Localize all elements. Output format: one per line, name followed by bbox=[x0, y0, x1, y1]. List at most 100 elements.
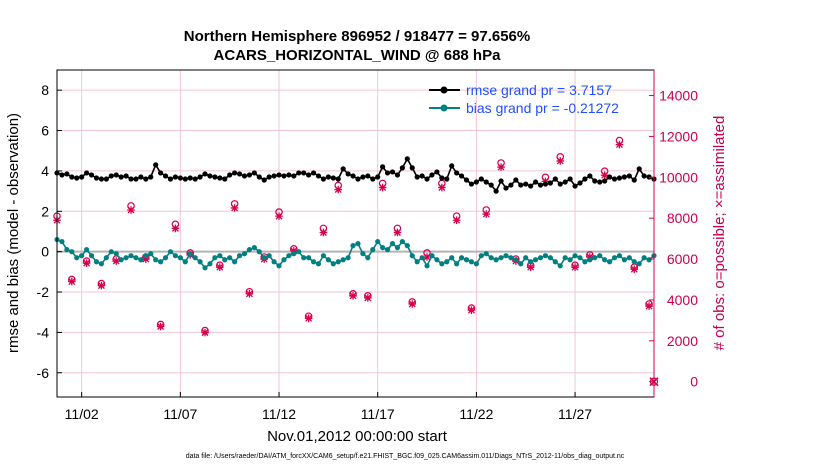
bias-point bbox=[202, 265, 208, 271]
rmse-point bbox=[394, 172, 401, 178]
rmse-point bbox=[88, 172, 95, 178]
bias-point bbox=[597, 253, 603, 259]
rmse-point bbox=[236, 171, 243, 177]
rmse-point bbox=[192, 176, 198, 182]
bias-point bbox=[389, 240, 396, 247]
rmse-point bbox=[631, 177, 637, 183]
rmse-point bbox=[602, 178, 608, 184]
bias-point bbox=[261, 255, 267, 261]
bias-point bbox=[518, 261, 524, 267]
y-right-tick-label: 4000 bbox=[667, 292, 698, 308]
rmse-point bbox=[626, 173, 632, 179]
bias-point bbox=[207, 261, 213, 267]
rmse-point bbox=[518, 182, 524, 188]
y-left-tick-label: -4 bbox=[37, 324, 50, 340]
bias-point bbox=[315, 261, 322, 267]
x-axis: 11/02 11/07 11/12 11/17 11/22 11/27 bbox=[65, 392, 592, 422]
bias-point bbox=[148, 251, 154, 257]
bias-point bbox=[542, 253, 549, 259]
bias-point bbox=[458, 255, 465, 261]
obs-assimilated-point bbox=[571, 263, 579, 272]
bias-point bbox=[212, 255, 218, 261]
bias-point bbox=[340, 257, 346, 263]
rmse-point bbox=[532, 179, 539, 185]
bias-point bbox=[241, 251, 248, 257]
obs-assimilated-point bbox=[645, 302, 653, 310]
bias-point bbox=[454, 261, 460, 267]
rmse-point bbox=[74, 175, 80, 181]
legend-rmse-marker bbox=[440, 86, 448, 94]
bias-point bbox=[547, 255, 553, 261]
legend: rmse grand pr = 3.7157 bias grand pr = -… bbox=[429, 82, 619, 116]
series-bias bbox=[54, 236, 657, 271]
obs-assimilated-point bbox=[171, 224, 180, 233]
rmse-point bbox=[187, 175, 193, 181]
rmse-point bbox=[103, 176, 109, 182]
rmse-point bbox=[261, 177, 267, 183]
obs-assimilated-point bbox=[378, 183, 387, 192]
bias-point bbox=[528, 259, 534, 265]
rmse-point bbox=[138, 174, 144, 180]
bias-point bbox=[98, 261, 105, 267]
y-left-tick-label: 0 bbox=[41, 244, 49, 260]
rmse-point bbox=[222, 176, 228, 182]
rmse-point bbox=[350, 173, 356, 179]
rmse-point bbox=[266, 174, 272, 180]
bias-point bbox=[128, 253, 134, 259]
rmse-point bbox=[552, 176, 558, 182]
bias-point bbox=[404, 243, 410, 249]
rmse-point bbox=[597, 179, 603, 185]
bias-point bbox=[232, 259, 238, 265]
bias-point bbox=[646, 257, 652, 263]
rmse-point bbox=[384, 170, 391, 176]
bias-point bbox=[365, 255, 371, 261]
bias-point bbox=[88, 253, 95, 259]
y-axis-left-label: rmse and bias (model - observation) bbox=[5, 113, 22, 353]
rmse-point bbox=[123, 173, 129, 179]
legend-bias-text: bias grand pr = -0.21272 bbox=[466, 100, 619, 116]
bias-point bbox=[493, 257, 499, 263]
bias-point bbox=[197, 259, 203, 265]
bias-point bbox=[251, 245, 257, 251]
bias-point bbox=[123, 255, 129, 261]
bias-point bbox=[562, 255, 568, 261]
rmse-point bbox=[158, 170, 164, 176]
obs-assimilated-point bbox=[275, 212, 283, 220]
rmse-point bbox=[370, 176, 376, 182]
bias-point bbox=[384, 247, 391, 253]
bias-point bbox=[611, 255, 618, 261]
obs-assimilated-point bbox=[68, 277, 76, 286]
rmse-point bbox=[177, 175, 183, 181]
bias-point bbox=[133, 255, 139, 261]
rmse-point bbox=[360, 174, 366, 180]
y-left-tick-label: -6 bbox=[37, 365, 50, 381]
y-left-tick-label: 8 bbox=[41, 82, 49, 98]
rmse-point bbox=[69, 174, 75, 180]
bias-point bbox=[621, 257, 627, 263]
rmse-point bbox=[365, 173, 371, 179]
x-tick-label: 11/07 bbox=[163, 406, 197, 422]
bias-point bbox=[296, 249, 302, 255]
y-right-tick-label: 2000 bbox=[667, 333, 698, 349]
rmse-point bbox=[281, 173, 287, 179]
rmse-point bbox=[419, 173, 425, 179]
y-right-tick-label: 8000 bbox=[667, 210, 698, 226]
rmse-point bbox=[79, 174, 85, 180]
bias-point bbox=[572, 253, 578, 259]
bias-point bbox=[399, 238, 405, 245]
rmse-point bbox=[172, 174, 179, 180]
bias-point bbox=[523, 255, 529, 261]
bias-point bbox=[375, 238, 381, 245]
bias-point bbox=[616, 253, 623, 259]
bias-point bbox=[587, 257, 593, 263]
obs-assimilated-point bbox=[586, 253, 594, 261]
rmse-point bbox=[84, 170, 90, 176]
bias-point bbox=[444, 259, 450, 265]
series-rmse bbox=[54, 156, 657, 194]
y-right-tick-label: 10000 bbox=[659, 169, 698, 185]
data-file-footer: data file: /Users/raeder/DAI/ATM_forcXX/… bbox=[186, 453, 625, 460]
rmse-point bbox=[468, 181, 475, 187]
y-left-tick-label: 2 bbox=[41, 203, 49, 219]
obs-assimilated-point bbox=[216, 263, 224, 272]
obs-assimilated-point bbox=[156, 322, 165, 331]
